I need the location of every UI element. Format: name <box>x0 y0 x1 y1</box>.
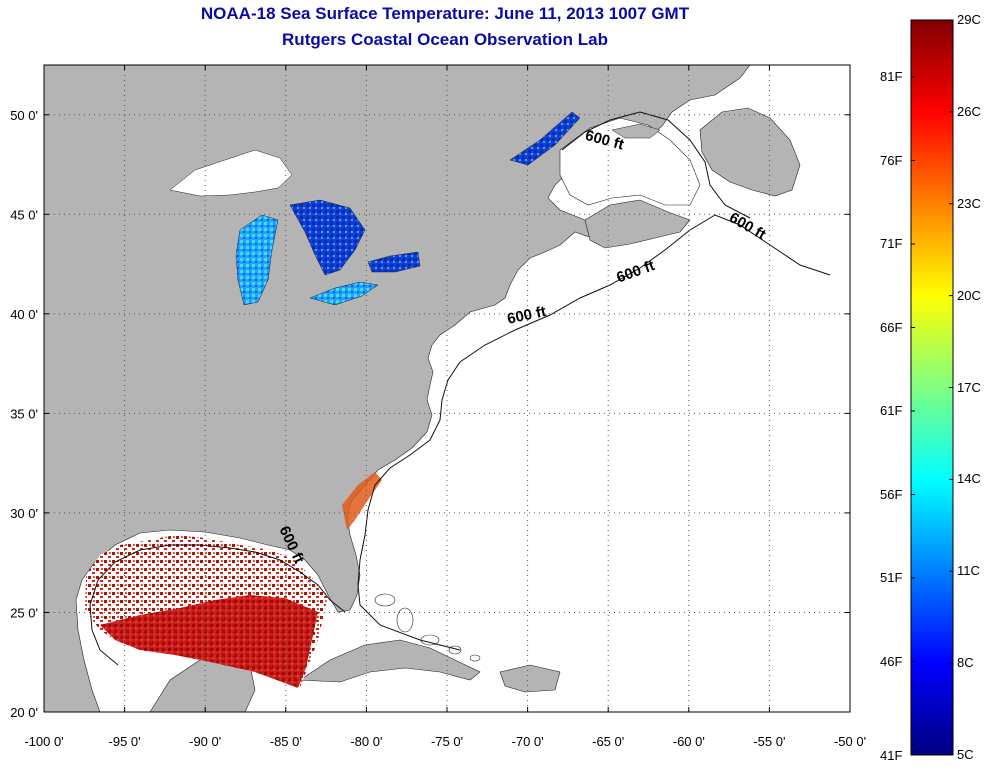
y-tick-label: 35 0' <box>10 406 38 421</box>
x-tick-label: -70 0' <box>512 734 544 749</box>
colorbar-ticks <box>911 19 953 756</box>
x-tick-label: -85 0' <box>270 734 302 749</box>
colorbar-celsius-label: 5C <box>957 747 974 762</box>
colorbar-celsius-label: 20C <box>957 287 981 303</box>
isobath-600ft-north <box>561 111 751 219</box>
y-tick-label: 25 0' <box>10 605 38 620</box>
gulf-st-lawrence <box>559 117 701 206</box>
x-tick-label: -50 0' <box>834 734 866 749</box>
colorbar-fahrenheit-label: 56F <box>880 486 903 502</box>
lake-ontario <box>367 251 421 273</box>
colorbar-celsius-label: 8C <box>957 655 974 671</box>
x-tick-label: -60 0' <box>673 734 705 749</box>
colorbar-fahrenheit-label: 76F <box>880 152 903 168</box>
x-tick-label: -100 0' <box>24 734 63 749</box>
isobath-600ft <box>357 214 831 651</box>
land-nova-scotia <box>584 199 691 249</box>
y-tick-label: 20 0' <box>10 705 38 720</box>
y-axis-ticks: 50 0' 45 0' 40 0' 35 0' 30 0' 25 0' 20 0' <box>10 108 850 720</box>
isobath-600ft-gulf <box>89 544 346 666</box>
colorbar-fahrenheit-label: 66F <box>880 319 903 335</box>
bahamas-islands <box>374 593 481 662</box>
y-tick-label: 30 0' <box>10 506 38 521</box>
y-tick-label: 50 0' <box>10 108 38 123</box>
y-tick-label: 45 0' <box>10 207 38 222</box>
lake-superior <box>169 149 293 197</box>
colorbar-celsius-label: 23C <box>957 195 981 211</box>
x-tick-label: -80 0' <box>350 734 382 749</box>
colorbar-celsius-label: 29C <box>957 12 981 27</box>
x-tick-label: -90 0' <box>189 734 221 749</box>
colorbar-fahrenheit-label: 51F <box>880 570 903 585</box>
x-tick-label: -75 0' <box>431 734 463 749</box>
colorbar-fahrenheit-label: 46F <box>880 653 903 669</box>
map-title: NOAA-18 Sea Surface Temperature: June 11… <box>200 4 690 23</box>
land-hispaniola <box>499 664 561 693</box>
sst-swath-gulf-dense <box>100 595 318 688</box>
colorbar-fahrenheit-label: 81F <box>880 69 903 84</box>
colorbar-celsius-label: 17C <box>957 379 981 395</box>
x-axis-ticks: -100 0' -95 0' -90 0' -85 0' -80 0' -75 0' -70… <box>24 65 866 749</box>
land-newfoundland <box>699 107 801 197</box>
anticosti-island <box>611 123 661 139</box>
lake-huron <box>289 199 366 276</box>
y-tick-label: 40 0' <box>10 307 38 322</box>
colorbar-fahrenheit-label: 61F <box>880 403 903 418</box>
colorbar-celsius-label: 14C <box>957 471 981 487</box>
lake-michigan <box>235 214 279 306</box>
great-lakes <box>169 111 581 306</box>
colorbar-celsius-label: 11C <box>957 563 980 579</box>
x-tick-label: -65 0' <box>592 734 624 749</box>
colorbar-celsius-label: 26C <box>957 103 981 119</box>
colorbar-fahrenheit-label: 71F <box>880 236 903 251</box>
colorbar <box>910 19 954 756</box>
map-subtitle: Rutgers Coastal Ocean Observation Lab <box>282 30 608 49</box>
land-cuba <box>299 639 481 683</box>
sst-coastal-strip <box>342 472 382 530</box>
colorbar-fahrenheit-label: 41F <box>880 748 903 763</box>
map-plot-area <box>44 65 850 712</box>
x-tick-label: -95 0' <box>109 734 141 749</box>
x-tick-label: -55 0' <box>753 734 785 749</box>
lake-erie <box>309 281 379 306</box>
